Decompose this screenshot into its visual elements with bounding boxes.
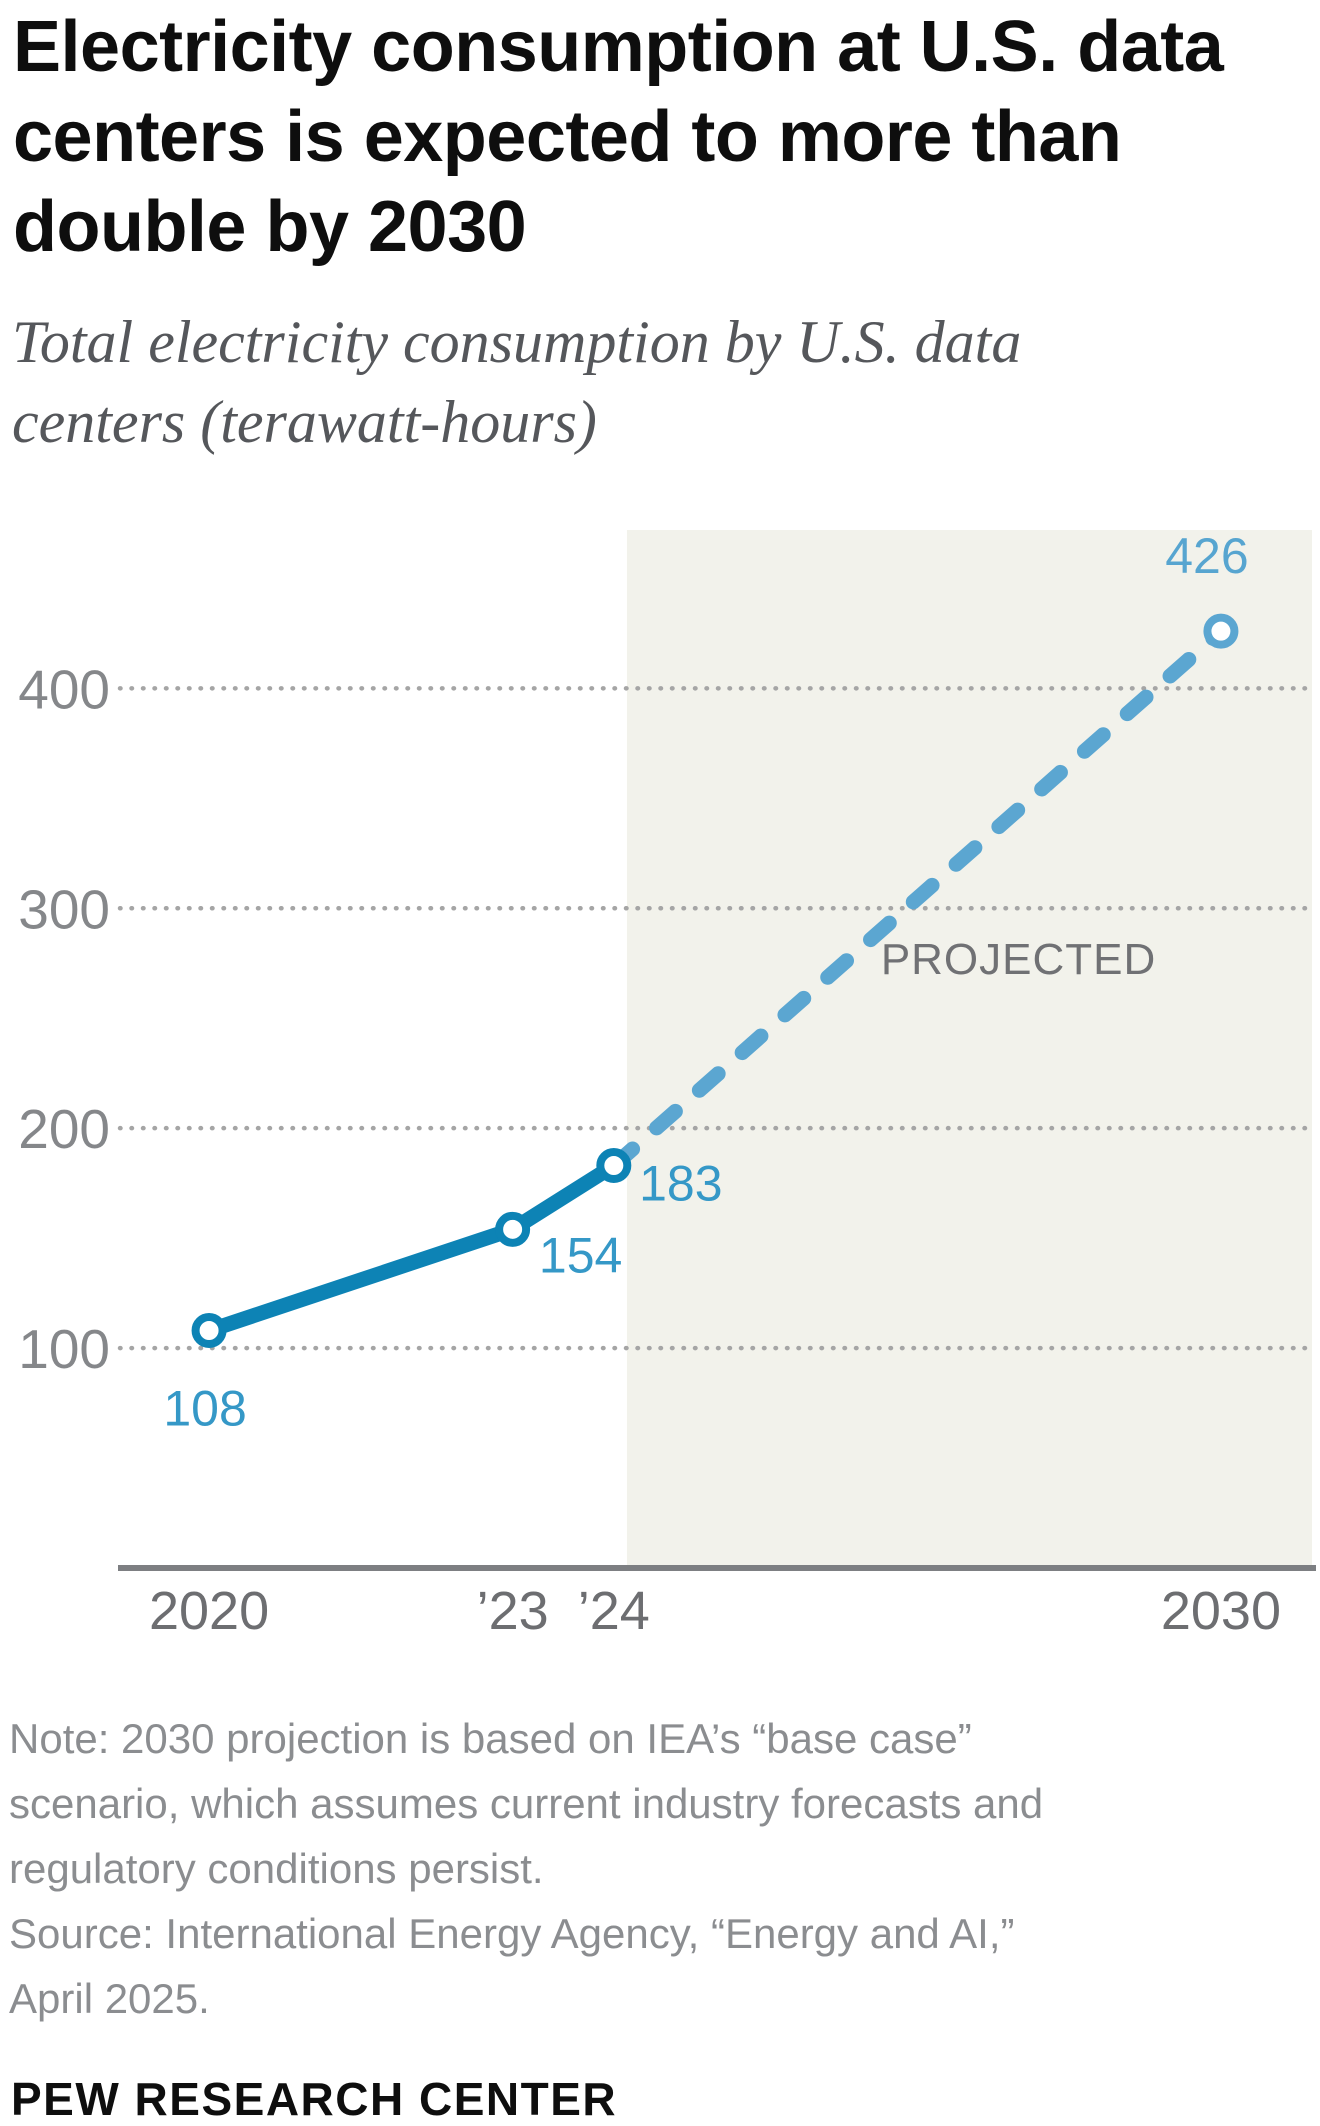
y-tick-200: 200	[18, 1098, 110, 1160]
x-tick-2030: 2030	[1161, 1581, 1281, 1641]
footnote: Note: 2030 projection is based on IEA’s …	[9, 1706, 1311, 2031]
projected-label: PROJECTED	[881, 935, 1156, 984]
data-label-2020: 108	[163, 1380, 246, 1436]
data-point-2020	[191, 1312, 227, 1348]
data-point-2024	[596, 1148, 632, 1184]
y-tick-100: 100	[18, 1318, 110, 1380]
note-line: scenario, which assumes current industry…	[9, 1780, 1044, 1827]
subtitle-line: centers (terawatt-hours)	[12, 389, 597, 455]
y-tick-300: 300	[18, 878, 110, 940]
chart-subtitle: Total electricity consumption by U.S. da…	[12, 302, 1310, 462]
data-label-2024: 183	[639, 1156, 722, 1212]
note-line: Note: 2030 projection is based on IEA’s …	[9, 1715, 972, 1762]
title-line: double by 2030	[13, 187, 527, 267]
subtitle-line: Total electricity consumption by U.S. da…	[12, 309, 1022, 375]
page-title: Electricity consumption at U.S. data cen…	[13, 2, 1310, 272]
source-line: April 2025.	[9, 1975, 210, 2022]
data-label-2023: 154	[539, 1227, 622, 1283]
title-line: Electricity consumption at U.S. data	[13, 7, 1224, 87]
projected-line	[606, 623, 1229, 1174]
x-tick-2023: ’23	[477, 1581, 549, 1641]
data-point-2030	[1203, 613, 1239, 649]
title-line: centers is expected to more than	[13, 97, 1122, 177]
data-label-2030: 426	[1165, 528, 1248, 584]
y-tick-400: 400	[18, 658, 110, 720]
source-line: Source: International Energy Agency, “En…	[9, 1910, 1015, 1957]
note-line: regulatory conditions persist.	[9, 1845, 544, 1892]
chart-svg: 400 300 200 100 PROJECTED 108 154 183 426 2020 ’23…	[18, 528, 1316, 1641]
x-tick-2020: 2020	[149, 1581, 269, 1641]
x-tick-2024: ’24	[578, 1581, 650, 1641]
data-point-2023	[495, 1211, 531, 1247]
pew-wordmark: PEW RESEARCH CENTER	[11, 2073, 618, 2125]
projected-region	[626, 530, 1312, 1568]
